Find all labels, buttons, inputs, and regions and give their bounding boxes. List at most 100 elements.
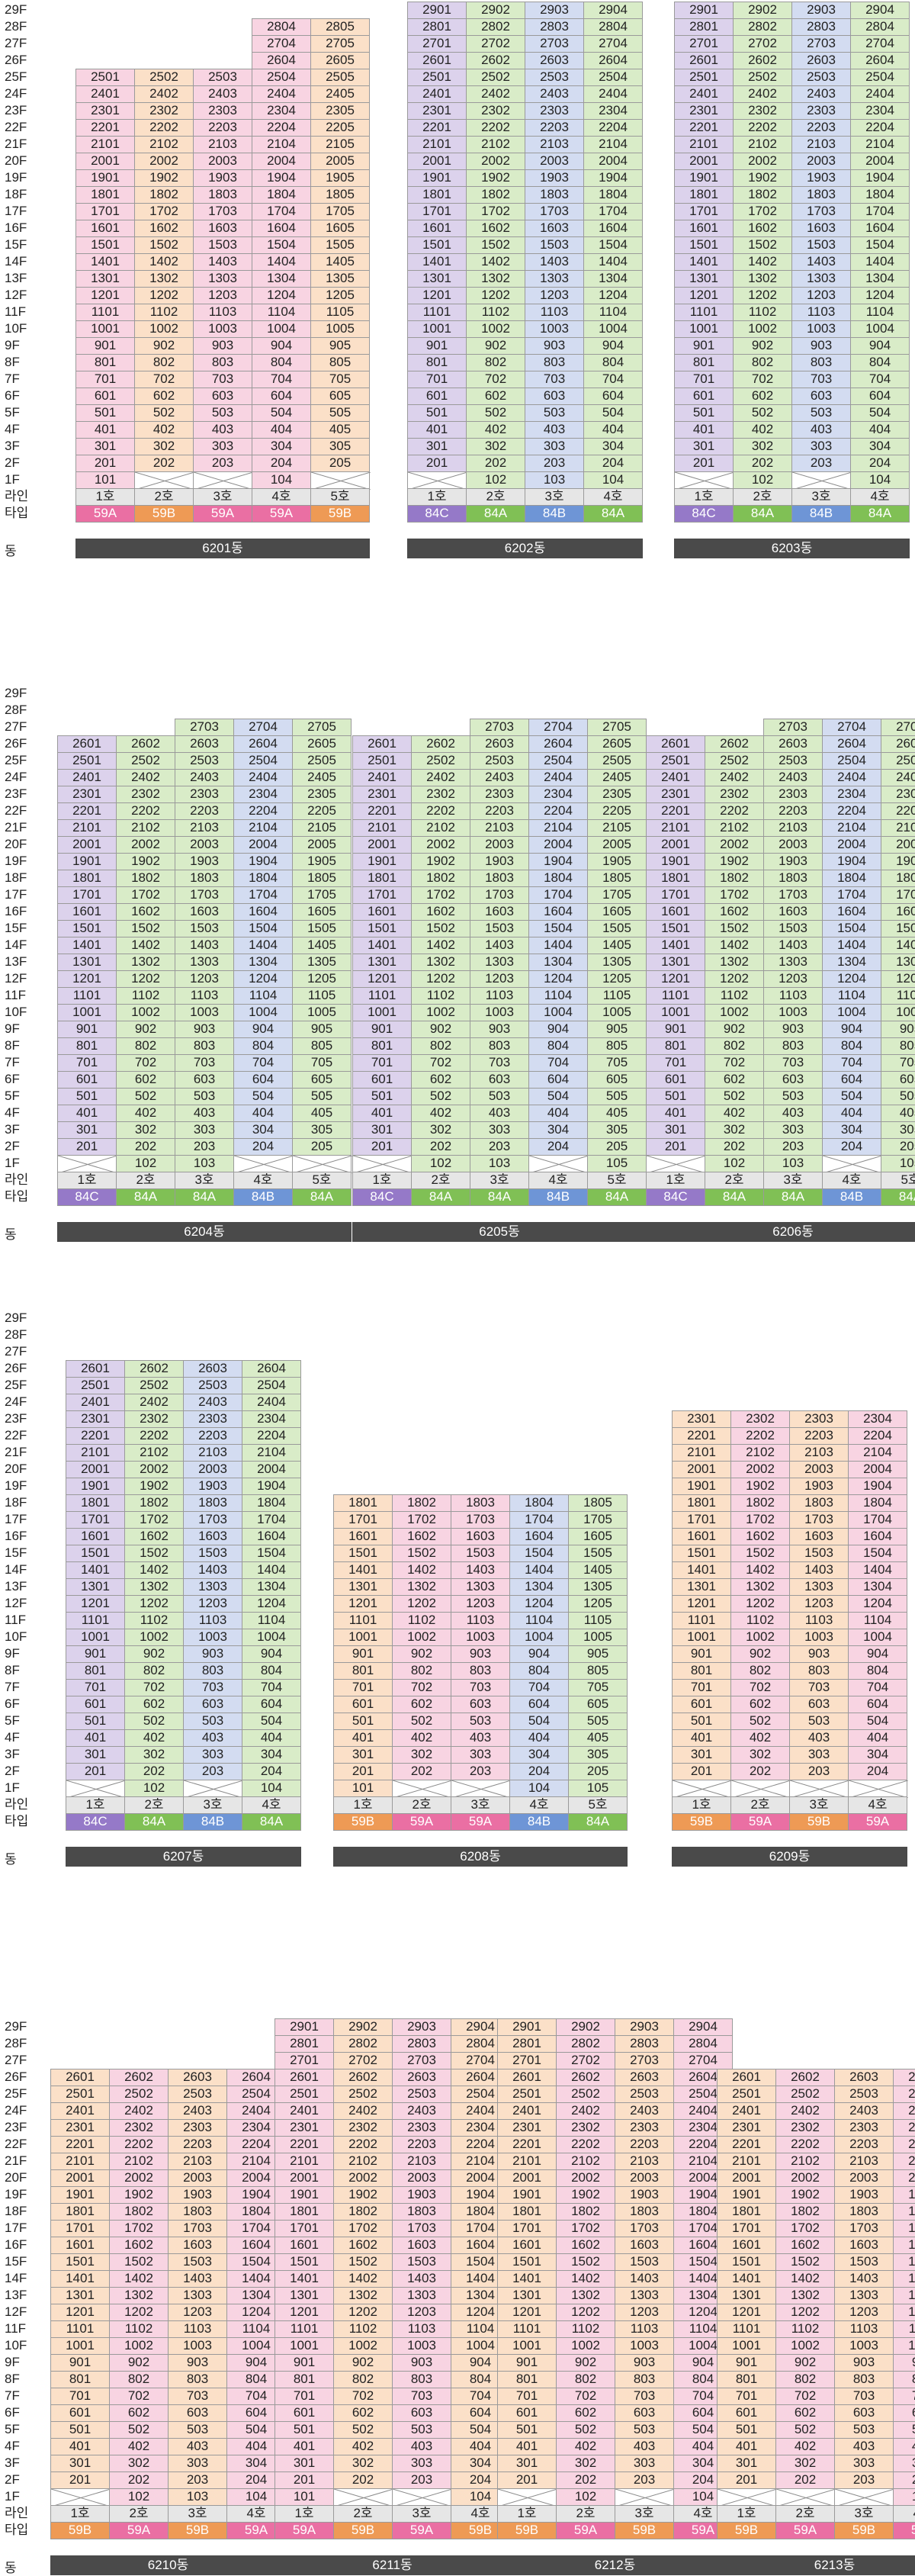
- unit-cell[interactable]: 1701: [717, 2220, 776, 2237]
- unit-cell[interactable]: 1001: [50, 2337, 110, 2355]
- unit-cell[interactable]: 2103: [193, 136, 252, 153]
- unit-cell[interactable]: 503: [175, 1088, 234, 1105]
- unit-cell[interactable]: 1001: [672, 1629, 731, 1646]
- unit-cell[interactable]: 1602: [730, 1528, 790, 1545]
- unit-cell[interactable]: 1102: [333, 2320, 393, 2338]
- unit-cell[interactable]: 1701: [75, 203, 135, 220]
- unit-cell[interactable]: 704: [509, 1679, 569, 1696]
- unit-cell[interactable]: 803: [168, 2371, 227, 2388]
- unit-cell[interactable]: 304: [850, 438, 910, 455]
- unit-cell[interactable]: 1601: [672, 1528, 731, 1545]
- unit-cell[interactable]: 1701: [57, 886, 117, 904]
- unit-cell[interactable]: 1904: [528, 853, 588, 870]
- unit-cell[interactable]: 501: [66, 1713, 125, 1730]
- unit-cell[interactable]: 1202: [392, 1595, 451, 1613]
- unit-cell[interactable]: 1105: [292, 987, 352, 1005]
- unit-cell[interactable]: 801: [66, 1662, 125, 1680]
- unit-cell[interactable]: 2104: [850, 136, 910, 153]
- unit-cell[interactable]: 1301: [333, 1578, 393, 1596]
- unit-cell[interactable]: 1404: [850, 253, 910, 271]
- unit-cell[interactable]: 1202: [775, 2304, 835, 2321]
- unit-cell[interactable]: 1702: [730, 1511, 790, 1529]
- unit-cell[interactable]: 201: [274, 2471, 334, 2489]
- unit-cell[interactable]: 103: [175, 1155, 234, 1172]
- unit-cell[interactable]: 2203: [392, 2136, 451, 2153]
- unit-cell[interactable]: 805: [568, 1662, 628, 1680]
- unit-cell[interactable]: 302: [134, 438, 194, 455]
- unit-cell[interactable]: 2704: [673, 2052, 733, 2069]
- unit-cell[interactable]: 504: [822, 1088, 881, 1105]
- unit-cell[interactable]: 803: [470, 1037, 529, 1055]
- unit-cell[interactable]: 2303: [789, 1410, 849, 1428]
- unit-cell[interactable]: 203: [789, 1763, 849, 1780]
- unit-cell[interactable]: 2004: [528, 836, 588, 854]
- unit-cell[interactable]: 2503: [392, 2086, 451, 2103]
- unit-cell[interactable]: 502: [124, 1713, 184, 1730]
- unit-cell[interactable]: 1101: [352, 987, 412, 1005]
- unit-cell[interactable]: 2901: [274, 2018, 334, 2036]
- unit-cell[interactable]: 2101: [646, 819, 705, 837]
- unit-cell[interactable]: 1604: [850, 220, 910, 237]
- unit-cell[interactable]: 503: [392, 2421, 451, 2439]
- unit-cell[interactable]: 1205: [587, 970, 647, 988]
- unit-cell[interactable]: 1404: [893, 2270, 915, 2288]
- unit-cell[interactable]: 104: [451, 2488, 510, 2506]
- unit-cell[interactable]: 1505: [881, 920, 915, 937]
- unit-cell[interactable]: 1302: [775, 2287, 835, 2304]
- unit-cell[interactable]: 1505: [292, 920, 352, 937]
- unit-cell[interactable]: 1405: [292, 937, 352, 954]
- unit-cell[interactable]: 1501: [75, 236, 135, 254]
- unit-cell[interactable]: 703: [392, 2388, 451, 2405]
- unit-cell[interactable]: 604: [822, 1071, 881, 1089]
- unit-cell[interactable]: 104: [583, 471, 643, 489]
- unit-cell[interactable]: 2303: [525, 102, 584, 120]
- unit-cell[interactable]: 703: [168, 2388, 227, 2405]
- unit-cell[interactable]: 301: [672, 1746, 731, 1764]
- unit-cell[interactable]: 1101: [274, 2320, 334, 2338]
- unit-cell[interactable]: 1405: [310, 253, 370, 271]
- unit-cell[interactable]: 1303: [789, 1578, 849, 1596]
- unit-cell[interactable]: 1104: [509, 1612, 569, 1629]
- unit-cell[interactable]: 1401: [274, 2270, 334, 2288]
- unit-cell[interactable]: 1301: [352, 954, 412, 971]
- unit-cell[interactable]: 704: [848, 1679, 907, 1696]
- unit-cell[interactable]: 1905: [881, 853, 915, 870]
- unit-cell[interactable]: 904: [509, 1645, 569, 1663]
- unit-cell[interactable]: 901: [333, 1645, 393, 1663]
- unit-cell[interactable]: 1001: [646, 1004, 705, 1021]
- unit-cell[interactable]: 703: [791, 371, 851, 388]
- unit-cell[interactable]: 2602: [733, 52, 792, 69]
- unit-cell[interactable]: 2505: [310, 69, 370, 86]
- unit-cell[interactable]: 904: [893, 2354, 915, 2372]
- unit-cell[interactable]: 602: [392, 1696, 451, 1713]
- unit-cell[interactable]: 2603: [183, 1360, 242, 1378]
- unit-cell[interactable]: 1904: [451, 2186, 510, 2204]
- unit-cell[interactable]: 402: [124, 1729, 184, 1747]
- unit-cell[interactable]: 901: [274, 2354, 334, 2372]
- unit-cell[interactable]: 1702: [556, 2220, 615, 2237]
- unit-cell[interactable]: 2303: [791, 102, 851, 120]
- unit-cell[interactable]: 1403: [392, 2270, 451, 2288]
- unit-cell[interactable]: 303: [168, 2455, 227, 2472]
- unit-cell[interactable]: 1801: [66, 1494, 125, 1512]
- unit-cell[interactable]: 1103: [168, 2320, 227, 2338]
- unit-cell[interactable]: 405: [568, 1729, 628, 1747]
- unit-cell[interactable]: 2005: [881, 836, 915, 854]
- unit-cell[interactable]: 804: [252, 354, 311, 371]
- unit-cell[interactable]: 2404: [451, 2102, 510, 2120]
- unit-cell[interactable]: 2302: [705, 786, 764, 803]
- unit-cell[interactable]: 703: [193, 371, 252, 388]
- unit-cell[interactable]: 1403: [451, 1561, 510, 1579]
- unit-cell[interactable]: 602: [116, 1071, 175, 1089]
- unit-cell[interactable]: 1403: [175, 937, 234, 954]
- unit-cell[interactable]: 305: [587, 1121, 647, 1139]
- unit-cell[interactable]: 1504: [583, 236, 643, 254]
- unit-cell[interactable]: 2402: [116, 769, 175, 786]
- unit-cell[interactable]: 1605: [310, 220, 370, 237]
- unit-cell[interactable]: 2204: [233, 802, 293, 820]
- unit-cell[interactable]: 2404: [242, 1394, 301, 1411]
- unit-cell[interactable]: 1703: [763, 886, 823, 904]
- unit-cell[interactable]: 2903: [791, 2, 851, 19]
- unit-cell[interactable]: 501: [646, 1088, 705, 1105]
- unit-cell[interactable]: 1601: [57, 903, 117, 921]
